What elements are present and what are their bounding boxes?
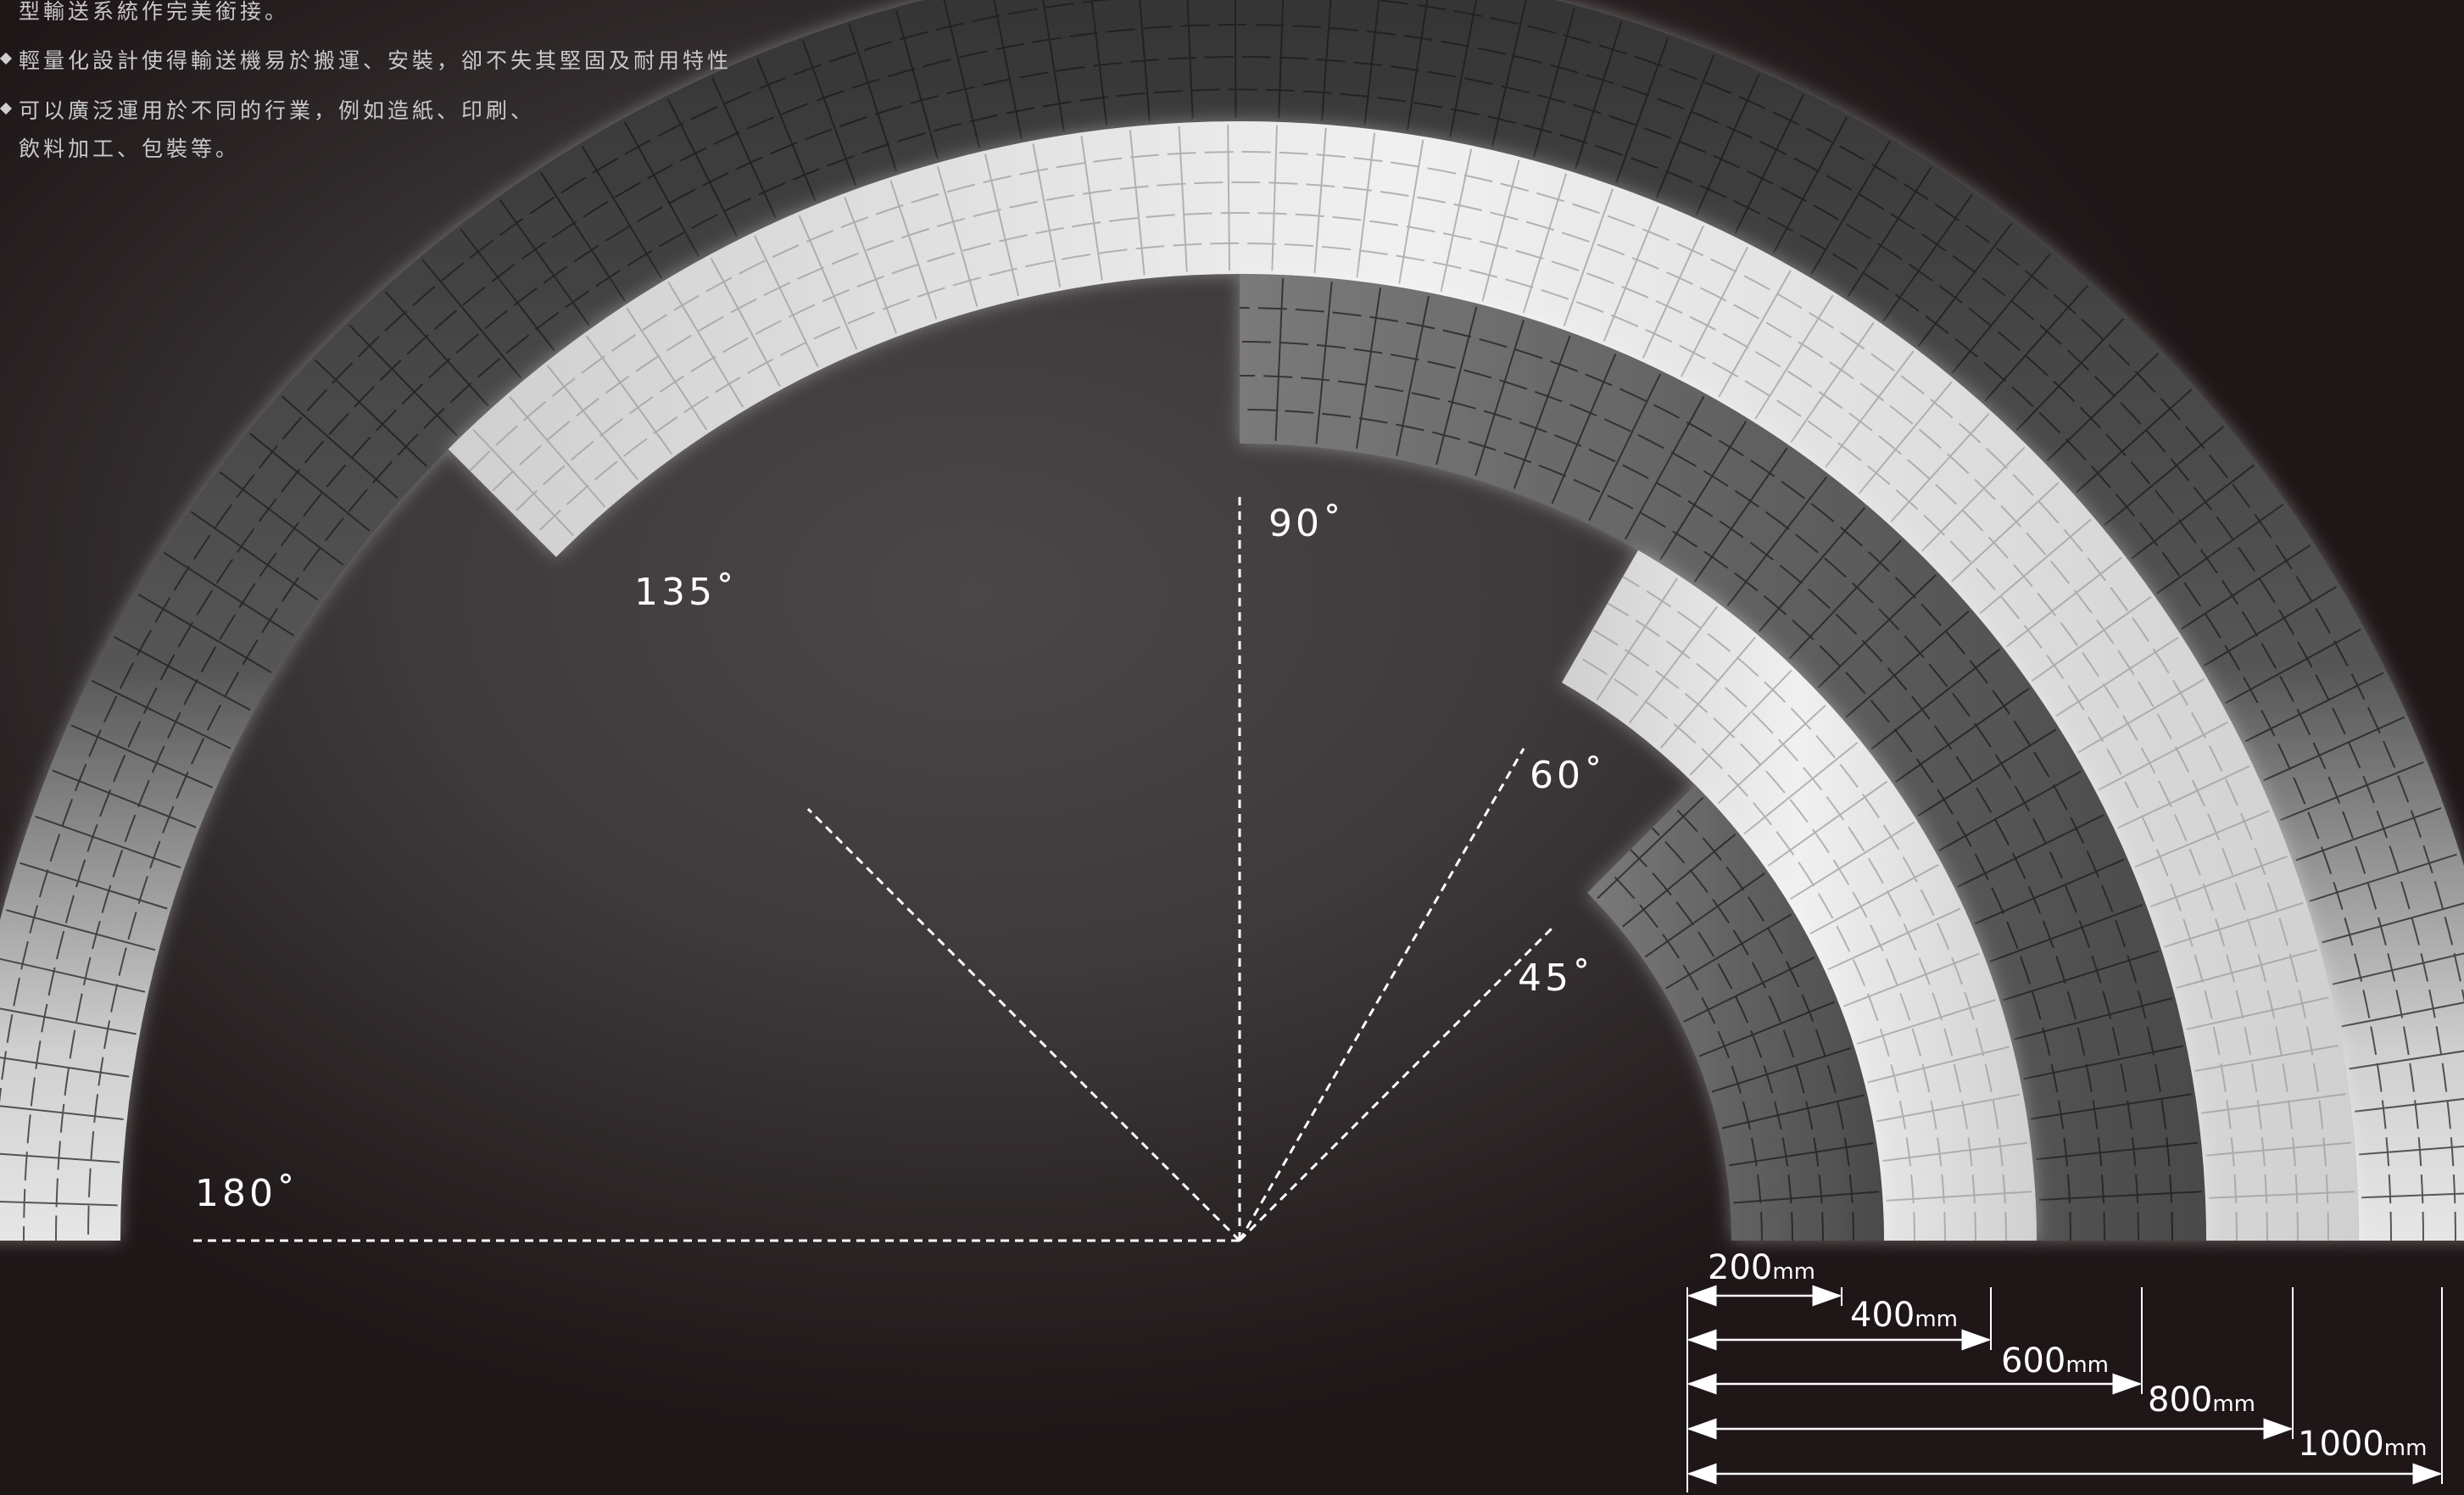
belt-800mm-135deg-body [448,121,2359,1241]
angle-label-180: 180˚ [195,1172,298,1215]
description-bullet-2-line-1: 可以廣泛運用於不同的行業，例如造紙、印刷、 [19,98,536,123]
belt-400mm-60deg-body [1562,549,2037,1241]
width-label-600: 600mm [2001,1342,2109,1381]
angle-label-135: 135˚ [634,571,738,614]
angle-label-60: 60˚ [1530,754,1606,797]
guide-line-135 [806,807,1241,1242]
width-label-200: 200mm [1708,1248,1815,1287]
width-dimension-lines [1686,1285,2443,1492]
description-line-top: 型輸送系統作完美銜接。 [19,0,290,24]
belt-1000mm-180deg-body [0,0,2464,1241]
belt-400mm-60deg-module-seams [1576,576,2032,1241]
guide-line-60 [1238,748,1525,1241]
belt-600mm-90deg-module-seams [1239,278,2202,1241]
width-label-1000: 1000mm [2298,1425,2427,1464]
belt-200mm-45deg-body [1587,784,1884,1241]
belt-1000mm-180deg-module-seams [0,0,2464,1241]
angle-label-90: 90˚ [1268,502,1345,545]
angle-label-45: 45˚ [1518,957,1594,1000]
description-bullet-2-line-2: 飲料加工、包裝等。 [19,137,241,161]
belt-800mm-135deg [448,121,2359,1241]
belt-200mm-45deg-module-seams [1597,796,1879,1241]
description-bullet-1: 輕量化設計使得輸送機易於搬運、安裝，卻不失其堅固及耐用特性 [19,48,733,73]
belt-600mm-90deg [1239,274,2206,1241]
belt-200mm-45deg [1587,784,1884,1241]
width-label-400: 400mm [1850,1296,1958,1335]
belt-400mm-60deg [1562,549,2037,1241]
guide-line-45 [1238,928,1553,1242]
angle-guide-lines [192,494,1553,1242]
width-label-800: 800mm [2148,1381,2255,1420]
belt-800mm-135deg-module-seams [469,125,2355,1241]
conveyor-belt-segments [0,0,2464,1241]
belt-1000mm-180deg [0,0,2464,1241]
